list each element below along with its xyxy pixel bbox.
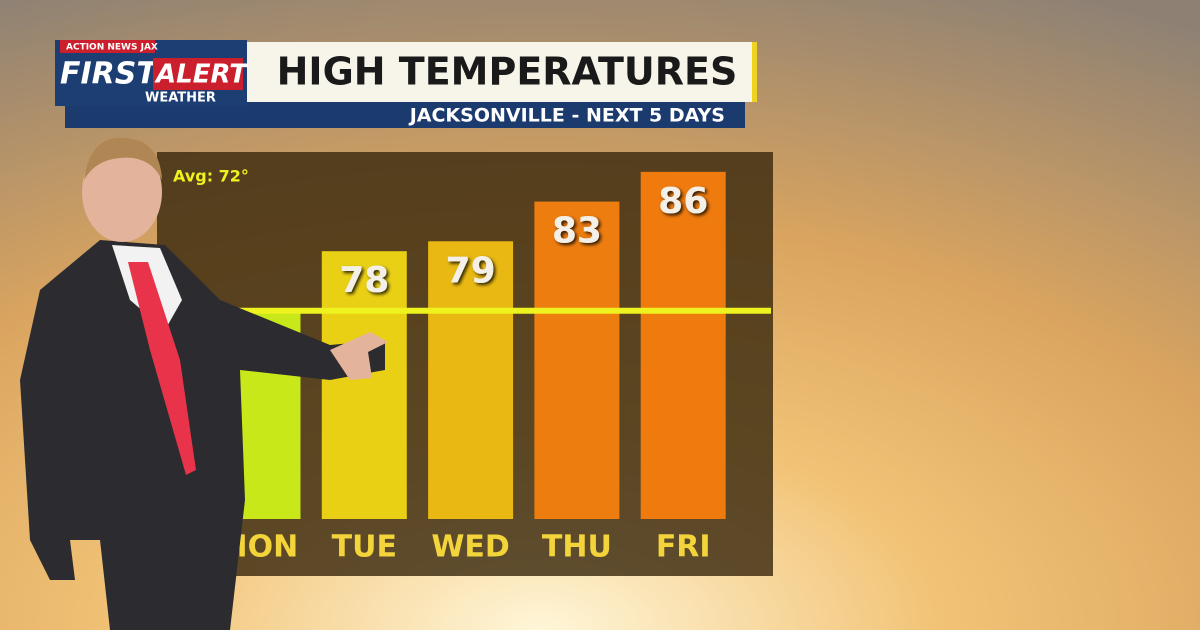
average-label: Avg: 72° xyxy=(173,167,249,186)
header: ACTION NEWS JAX FIRST ALERT WEATHER HIGH… xyxy=(55,40,757,128)
logo-network-band xyxy=(60,40,155,53)
x-tick-label: WED xyxy=(431,530,510,565)
bar xyxy=(534,201,620,519)
x-tick-label: TUE xyxy=(332,530,397,565)
bar xyxy=(640,171,726,520)
title-accent xyxy=(752,42,757,102)
chart-subtitle: JACKSONVILLE - NEXT 5 DAYS xyxy=(408,105,725,127)
logo-first: FIRST xyxy=(60,57,159,92)
chart-title: HIGH TEMPERATURES xyxy=(277,50,738,94)
subtitle-band xyxy=(65,102,745,128)
value-label: 86 xyxy=(658,181,708,222)
logo-network: ACTION NEWS JAX xyxy=(66,43,158,53)
value-label: 78 xyxy=(339,260,389,301)
bar xyxy=(321,251,407,519)
x-tick-label: THU xyxy=(542,530,612,565)
x-tick-label: FRI xyxy=(656,530,711,565)
logo-alert-band xyxy=(153,58,243,90)
value-label: 79 xyxy=(446,250,496,291)
logo-alert: ALERT xyxy=(154,60,249,90)
logo-weather: WEATHER xyxy=(145,91,216,106)
value-label: 83 xyxy=(552,211,602,252)
bar xyxy=(428,241,514,519)
presenter xyxy=(20,137,388,630)
